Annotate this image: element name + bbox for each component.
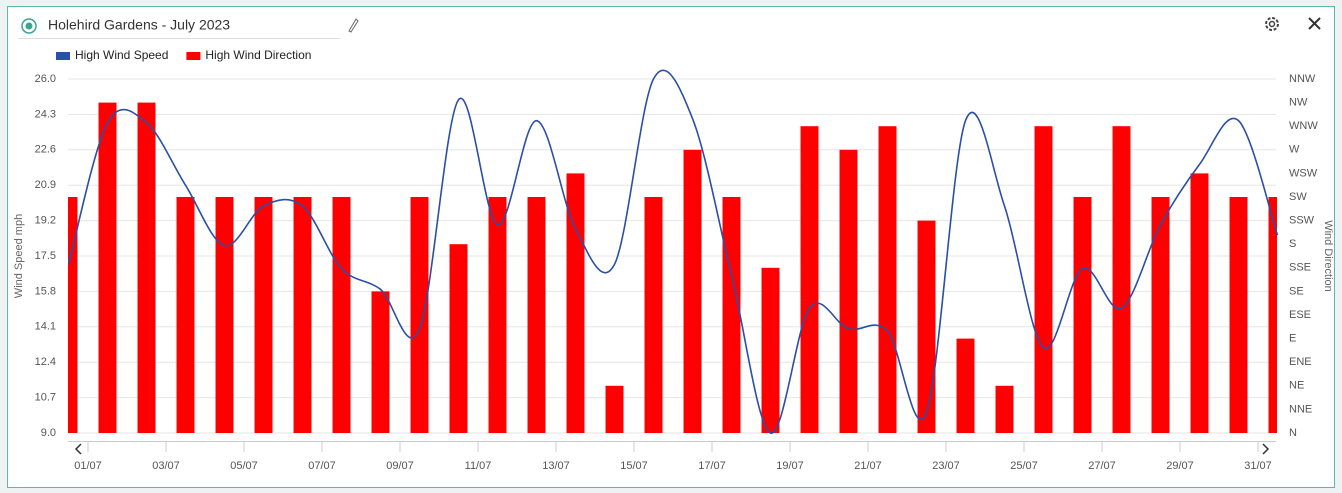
- y-tick-label: 9.0: [41, 427, 56, 439]
- settings-icon[interactable]: [1265, 17, 1279, 31]
- bar: [1190, 173, 1209, 433]
- y2-tick-label: WNW: [1289, 120, 1318, 132]
- scroll-right[interactable]: [1262, 443, 1270, 455]
- bar: [332, 197, 351, 433]
- bar: [878, 126, 897, 433]
- y2-tick-label: ESE: [1289, 309, 1311, 321]
- bar: [995, 385, 1014, 433]
- y-tick-label: 26.0: [35, 73, 56, 85]
- y-tick-label: 10.7: [35, 392, 56, 404]
- y-tick-label: 15.8: [35, 285, 56, 297]
- x-tick-label: 15/07: [620, 460, 648, 472]
- bar: [722, 197, 741, 433]
- y2-tick-label: W: [1289, 144, 1300, 156]
- bar: [215, 197, 234, 433]
- y2-tick-label: NW: [1289, 97, 1308, 109]
- y-tick-label: 19.2: [35, 215, 56, 227]
- x-tick-label: 07/07: [308, 460, 336, 472]
- y2-tick-label: NNE: [1289, 403, 1312, 415]
- y-tick-label: 17.5: [35, 250, 56, 262]
- status-dot: [25, 22, 33, 30]
- bar: [1112, 126, 1131, 433]
- y2-tick-label: S: [1289, 238, 1296, 250]
- x-tick-label: 17/07: [698, 460, 726, 472]
- y2-tick-label: NNW: [1289, 73, 1316, 85]
- bar: [410, 197, 429, 433]
- x-tick-label: 03/07: [152, 460, 180, 472]
- legend-label: High Wind Speed: [75, 48, 168, 62]
- x-tick-label: 09/07: [386, 460, 414, 472]
- bar: [293, 197, 312, 433]
- x-tick-label: 01/07: [74, 460, 102, 472]
- close-icon[interactable]: [1308, 17, 1321, 30]
- x-tick-label: 23/07: [932, 460, 960, 472]
- x-tick-label: 19/07: [776, 460, 804, 472]
- bar: [176, 197, 195, 433]
- y-tick-label: 22.6: [35, 144, 56, 156]
- y2-tick-label: SSE: [1289, 262, 1311, 274]
- bar: [68, 197, 78, 433]
- y2-tick-label: SSW: [1289, 215, 1315, 227]
- y2-tick-label: E: [1289, 333, 1296, 345]
- y2-tick-label: WSW: [1289, 167, 1318, 179]
- bar: [371, 291, 390, 433]
- x-tick-label: 27/07: [1088, 460, 1116, 472]
- bar: [1151, 197, 1170, 433]
- line: [67, 69, 1279, 434]
- status-icon: [21, 18, 37, 34]
- bar: [605, 385, 624, 433]
- legend-label: High Wind Direction: [205, 48, 311, 62]
- bar: [917, 220, 936, 433]
- y2-tick-label: ENE: [1289, 356, 1312, 368]
- bar: [527, 197, 546, 433]
- y-axis-title: Wind Speed mph: [13, 214, 25, 298]
- y2-tick-label: N: [1289, 427, 1297, 439]
- bar: [1268, 197, 1277, 433]
- y2-tick-label: SW: [1289, 191, 1307, 203]
- bar: [956, 338, 975, 433]
- x-tick-label: 29/07: [1166, 460, 1194, 472]
- bar: [137, 102, 156, 433]
- bar: [683, 149, 702, 434]
- y-tick-label: 14.1: [35, 321, 56, 333]
- bar: [761, 267, 780, 433]
- bar: [254, 197, 273, 433]
- bar: [800, 126, 819, 433]
- x-tick-label: 13/07: [542, 460, 570, 472]
- y-tick-label: 20.9: [35, 179, 56, 191]
- bar: [1229, 197, 1248, 433]
- y-tick-label: 24.3: [35, 108, 56, 120]
- x-tick-label: 05/07: [230, 460, 258, 472]
- scroll-left[interactable]: [74, 443, 82, 455]
- x-tick-label: 31/07: [1244, 460, 1272, 472]
- legend-swatch: [186, 52, 201, 60]
- legend-swatch: [56, 52, 70, 60]
- y2-axis-title: Wind Direction: [1322, 220, 1334, 292]
- bar: [1073, 197, 1092, 433]
- y-tick-label: 12.4: [35, 356, 56, 368]
- x-tick-label: 25/07: [1010, 460, 1038, 472]
- bar: [488, 197, 507, 433]
- bar: [449, 244, 468, 433]
- chart-title: Holehird Gardens - July 2023: [48, 17, 230, 33]
- y2-tick-label: NE: [1289, 380, 1304, 392]
- bar: [839, 149, 858, 434]
- x-tick-label: 11/07: [465, 460, 492, 472]
- bar: [98, 102, 117, 433]
- bar: [1034, 126, 1053, 433]
- x-tick-label: 21/07: [854, 460, 882, 472]
- edit-icon[interactable]: [348, 18, 359, 33]
- bar: [644, 197, 663, 433]
- y2-tick-label: SE: [1289, 285, 1304, 297]
